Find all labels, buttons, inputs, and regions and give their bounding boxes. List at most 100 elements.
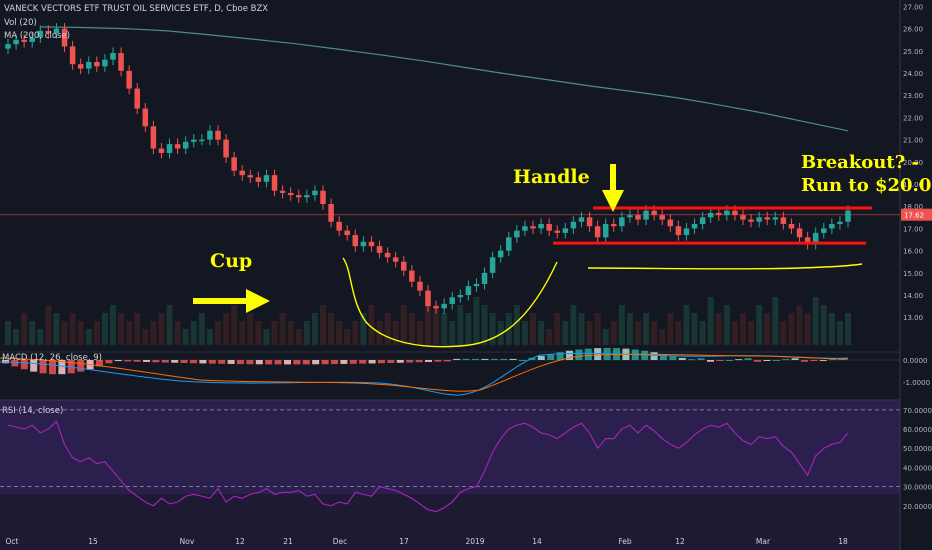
volume-bar (271, 321, 278, 345)
volume-bar (408, 313, 415, 345)
volume-bar (311, 313, 318, 345)
candle-body (683, 228, 690, 236)
volume-bar (756, 305, 763, 345)
volume-bar (812, 297, 819, 345)
volume-bar (836, 321, 843, 345)
price-tick-label: 13.00 (903, 314, 923, 322)
candle-body (150, 126, 157, 149)
breakout-label-line2: Run to $20.0 (801, 175, 932, 196)
volume-bar (166, 305, 173, 345)
macd-histogram-bar (434, 360, 442, 362)
volume-bar (93, 321, 100, 345)
volume-bar (594, 313, 601, 345)
macd-histogram-bar (199, 360, 207, 364)
candle-body (53, 28, 60, 34)
volume-bar (433, 305, 440, 345)
rsi-tick-label: 20.0000 (903, 503, 932, 511)
candle-body (756, 217, 762, 222)
volume-bar (465, 313, 472, 345)
volume-bar (635, 321, 641, 345)
volume-bar (416, 321, 423, 345)
volume-legend: Vol (20) (4, 18, 37, 28)
candle-body (263, 175, 270, 182)
candle-body (207, 130, 213, 140)
candle-body (45, 30, 52, 34)
macd-histogram-bar (387, 360, 395, 363)
volume-bar (731, 321, 738, 345)
candle-body (651, 210, 657, 216)
price-tick-label: 24.00 (903, 70, 923, 78)
volume-bar (740, 313, 746, 345)
candle-body (659, 215, 665, 220)
candle-body (182, 141, 189, 149)
candle-body (368, 241, 375, 247)
macd-histogram-bar (190, 360, 197, 364)
macd-histogram-bar (227, 360, 235, 364)
volume-bar (497, 321, 504, 345)
volume-bar (667, 313, 674, 345)
candle-body (489, 257, 496, 273)
macd-histogram-bar (782, 359, 790, 361)
macd-legend: MACD (12, 26, close, 9) (2, 353, 102, 363)
macd-histogram-bar (660, 353, 667, 360)
volume-bar (13, 329, 20, 345)
candle-body (247, 175, 254, 178)
volume-bar (586, 321, 593, 345)
volume-bar (142, 329, 149, 345)
macd-histogram-bar (537, 355, 545, 360)
candle-body (570, 221, 577, 229)
volume-bar (449, 321, 456, 345)
macd-histogram-bar (584, 348, 592, 360)
volume-bar (723, 305, 730, 345)
candle-body (764, 217, 770, 220)
volume-bar (392, 321, 399, 345)
macd-histogram-bar (96, 360, 103, 367)
handle-label: Handle (513, 166, 590, 188)
volume-bar (562, 321, 569, 345)
macd-histogram-bar (340, 360, 348, 364)
candle-body (788, 224, 795, 229)
macd-histogram-bar (566, 350, 573, 360)
volume-bar (820, 305, 827, 345)
macd-histogram-bar (114, 360, 122, 362)
chart-title: VANECK VECTORS ETF TRUST OIL SERVICES ET… (4, 4, 269, 14)
candle-body (441, 303, 447, 309)
candle-body (21, 39, 27, 42)
x-axis-tick-label: 21 (283, 537, 293, 546)
macd-histogram-bar (744, 358, 752, 360)
macd-histogram-bar (368, 360, 376, 364)
macd-histogram-bar (30, 360, 38, 372)
volume-bar (521, 321, 528, 345)
macd-histogram-bar (443, 360, 451, 362)
macd-histogram-bar (707, 360, 714, 362)
cup-label: Cup (210, 250, 253, 272)
candle-body (384, 252, 391, 258)
price-tick-label: 14.00 (903, 292, 923, 300)
price-tick-label: 21.00 (903, 137, 923, 145)
candle-body (215, 130, 221, 140)
volume-bar (602, 329, 609, 345)
macd-histogram-bar (77, 360, 85, 372)
candle-body (102, 59, 108, 67)
macd-histogram-bar (406, 360, 414, 363)
candle-body (255, 177, 262, 182)
candle-body (86, 61, 92, 69)
volume-bar (295, 329, 302, 345)
macd-histogram-bar (133, 360, 141, 362)
handle-base-curve (587, 263, 863, 270)
volume-bar (150, 321, 157, 345)
volume-bar (21, 313, 28, 345)
candle-body (796, 228, 803, 238)
macd-histogram-bar (293, 360, 301, 365)
volume-bar (400, 305, 407, 345)
volume-bar (45, 305, 52, 345)
candle-body (602, 224, 609, 238)
candle-body (611, 224, 617, 227)
candle-body (514, 230, 520, 238)
volume-bar (190, 321, 197, 345)
last-price-badge (901, 208, 932, 221)
volume-bar (699, 321, 706, 345)
volume-bar (118, 313, 125, 345)
macd-histogram-bar (349, 360, 357, 364)
